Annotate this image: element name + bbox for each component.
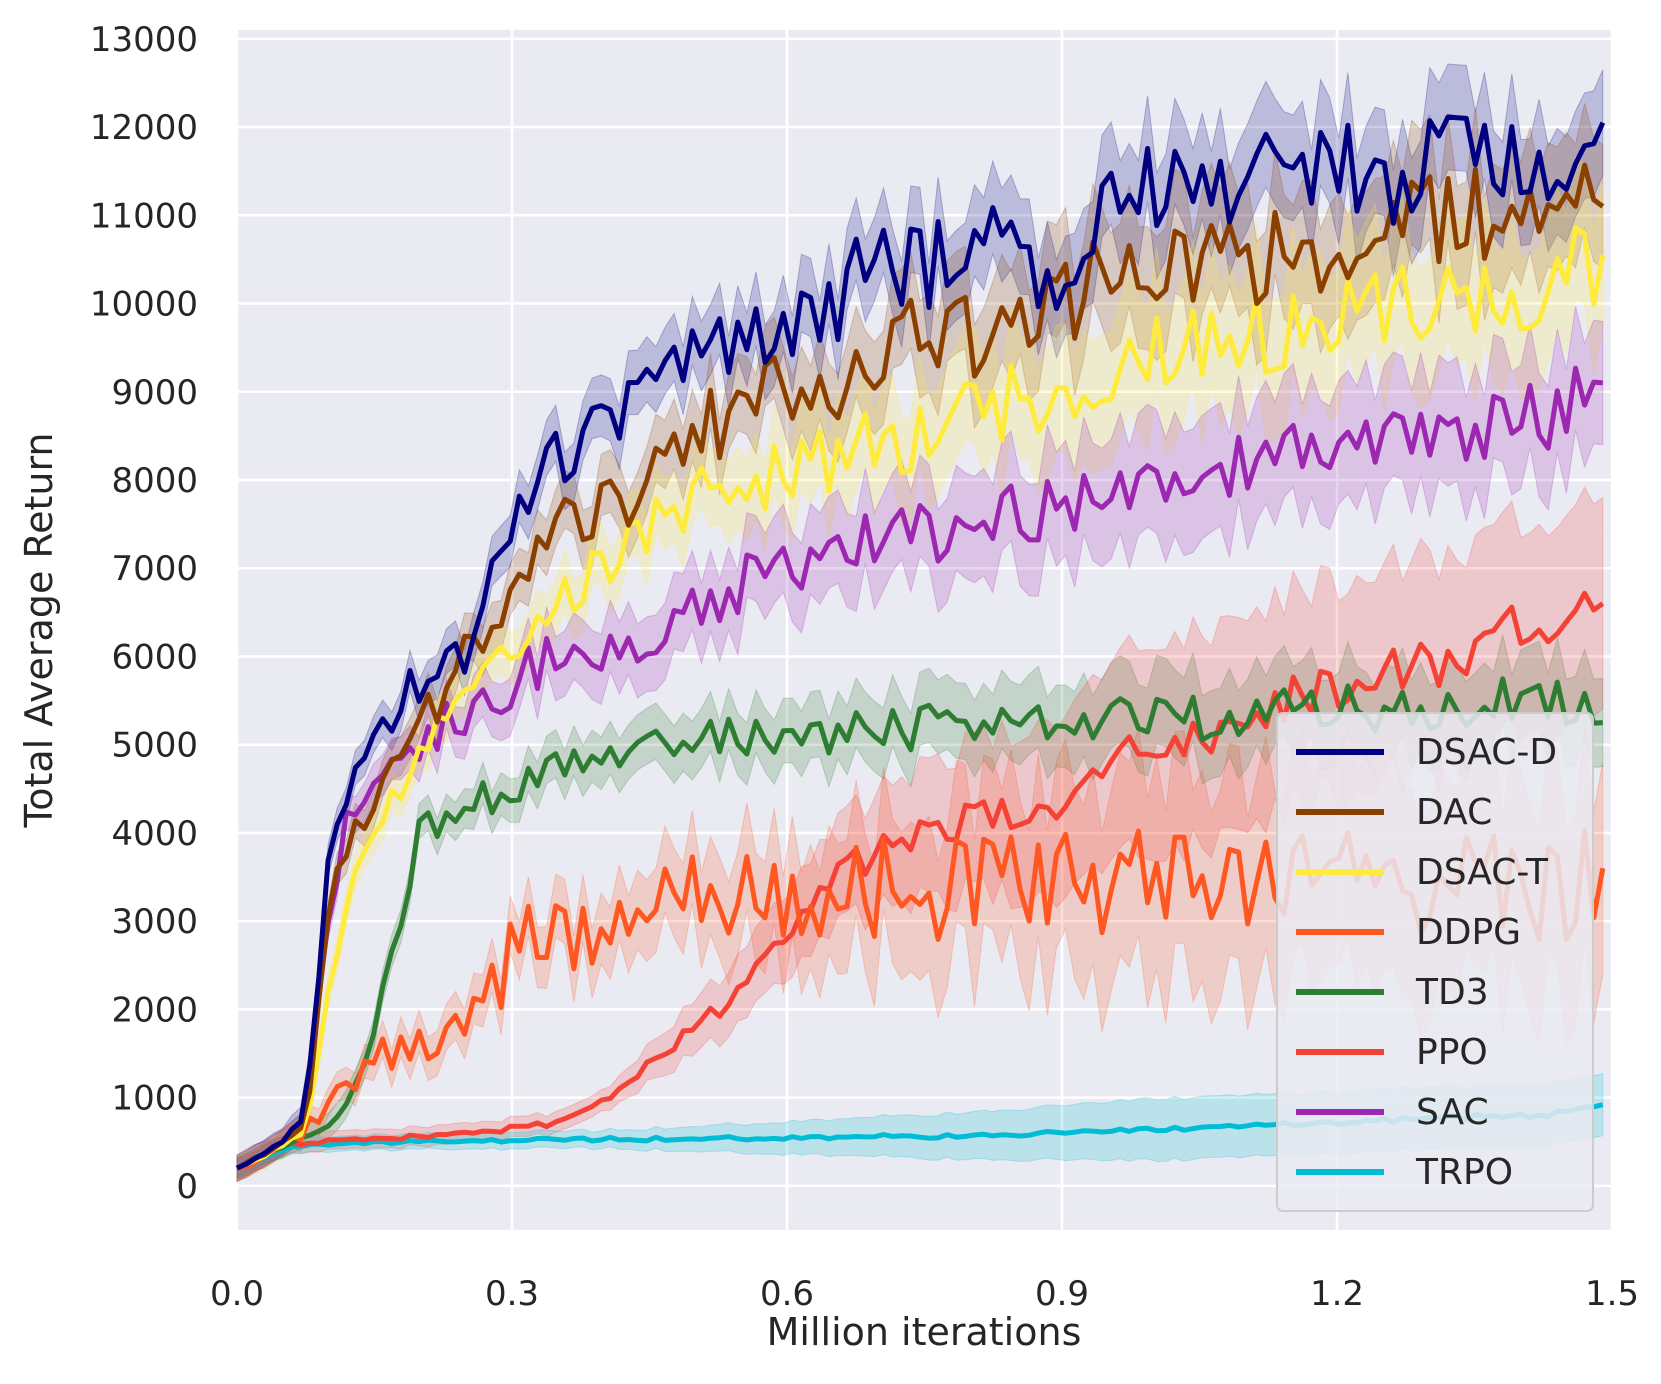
band-dsac-d (236, 63, 1604, 1183)
confidence-bands (236, 63, 1604, 1183)
legend-label-trpo: TRPO (1415, 1152, 1513, 1193)
legend-box (1276, 712, 1594, 1212)
band-sac (236, 306, 1604, 1183)
legend-label-dsac-d: DSAC-D (1416, 732, 1557, 773)
y-tick-label: 11000 (90, 196, 198, 236)
series-line-ppo (235, 590, 1605, 1171)
y-tick-label: 0 (176, 1167, 198, 1207)
legend-label-ddpg: DDPG (1416, 912, 1521, 953)
legend: DSAC-D DAC DSAC-T DDPG TD3 PPO SAC TRPO (1276, 712, 1594, 1212)
series-line-sac (235, 365, 1604, 1171)
legend-label-ppo: PPO (1416, 1032, 1488, 1073)
y-tick-label: 9000 (111, 373, 198, 413)
series-line-dsac-t (236, 225, 1606, 1171)
legend-label-dsac-t: DSAC-T (1416, 852, 1549, 893)
legend-label-sac: SAC (1416, 1092, 1489, 1133)
x-tick-label: 1.2 (1310, 1274, 1364, 1314)
x-axis-title: Million iterations (767, 1310, 1082, 1354)
y-tick-label: 1000 (111, 1079, 198, 1119)
x-tick-label: 1.5 (1585, 1274, 1639, 1314)
y-tick-label: 5000 (111, 726, 198, 766)
legend-label-td3: TD3 (1415, 972, 1489, 1013)
x-tick-label: 0.3 (485, 1274, 539, 1314)
y-tick-label: 3000 (111, 902, 198, 942)
legend-items: DSAC-D DAC DSAC-T DDPG TD3 PPO SAC TRPO (1296, 732, 1557, 1193)
y-tick-labels: 0 1000 2000 3000 4000 5000 6000 7000 8000 9000 100… (90, 20, 198, 1207)
y-tick-label: 13000 (90, 20, 198, 60)
y-tick-label: 2000 (111, 990, 198, 1030)
y-tick-label: 6000 (111, 637, 198, 677)
x-tick-label: 0.9 (1035, 1274, 1089, 1314)
series-line-dsac-d (235, 114, 1606, 1171)
y-tick-label: 4000 (111, 814, 198, 854)
x-tick-label: 0.0 (210, 1274, 264, 1314)
y-tick-label: 12000 (90, 108, 198, 148)
x-tick-labels: 0.0 0.3 0.6 0.9 1.2 1.5 (210, 1274, 1639, 1314)
band-dsac-t (236, 156, 1604, 1183)
y-tick-label: 10000 (90, 285, 198, 325)
legend-label-dac: DAC (1416, 792, 1492, 833)
y-tick-label: 7000 (111, 549, 198, 589)
y-axis-title: Total Average Return (17, 432, 61, 828)
y-tick-label: 8000 (111, 461, 198, 501)
series-line-dac (235, 162, 1605, 1171)
band-ddpg (236, 724, 1604, 1180)
band-ppo (236, 486, 1604, 1178)
band-trpo (236, 1073, 1604, 1176)
band-td3 (236, 634, 1604, 1180)
x-tick-label: 0.6 (760, 1274, 814, 1314)
